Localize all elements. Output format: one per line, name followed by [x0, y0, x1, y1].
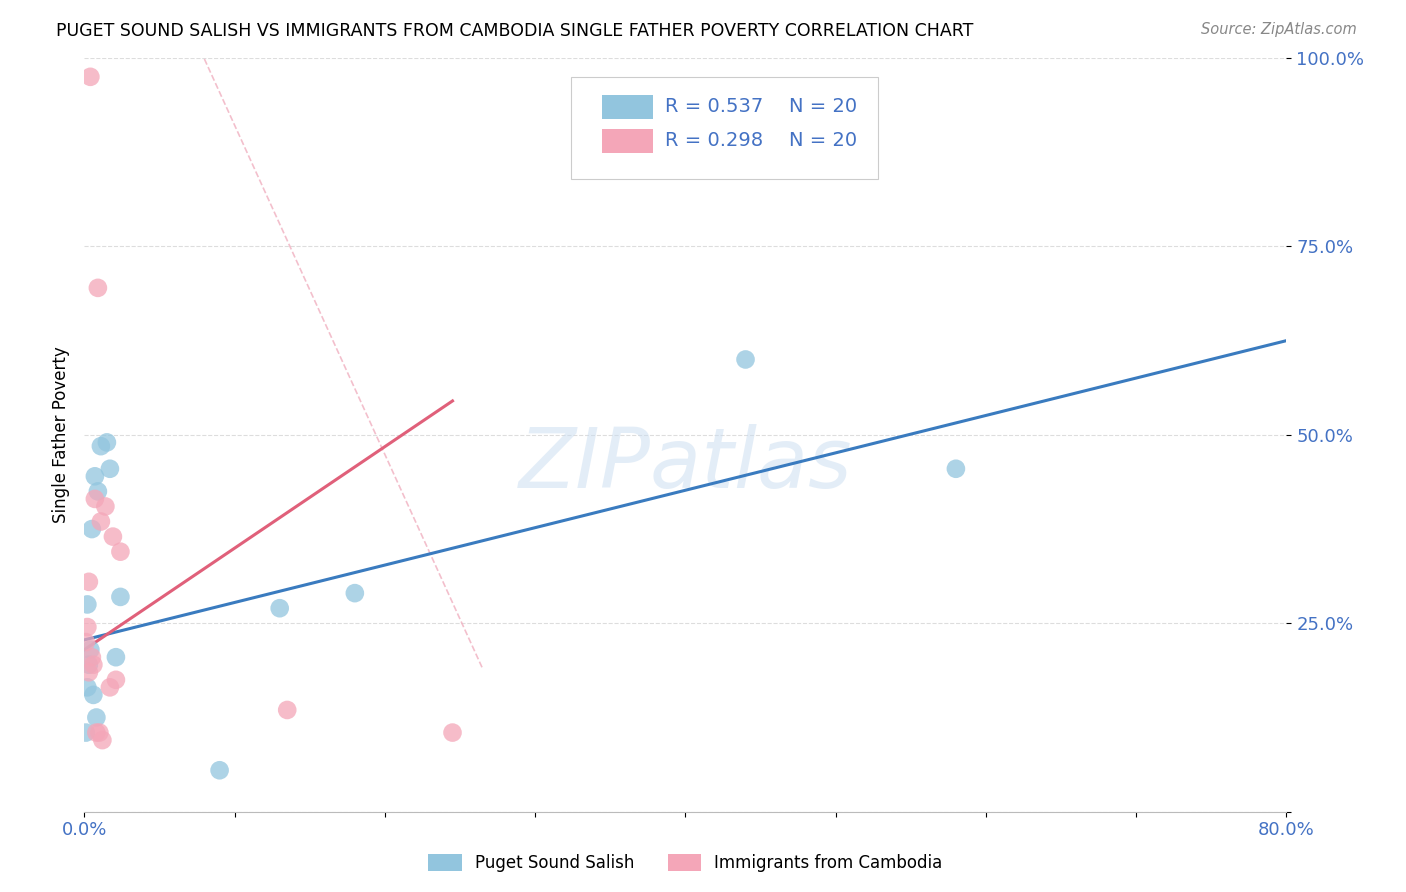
Point — [208, 764, 231, 778]
Point — [90, 515, 112, 529]
Point — [79, 642, 101, 657]
Point — [98, 681, 121, 695]
Point — [101, 530, 124, 544]
Text: N = 20: N = 20 — [789, 97, 856, 117]
Point — [77, 574, 100, 589]
Point — [80, 650, 103, 665]
Point — [96, 435, 118, 450]
Point — [104, 673, 127, 687]
Point — [82, 657, 104, 672]
Point — [83, 469, 105, 483]
Point — [86, 710, 108, 724]
Point — [343, 586, 366, 600]
FancyBboxPatch shape — [603, 128, 652, 153]
Point — [94, 500, 117, 514]
Point — [86, 725, 108, 739]
Text: Source: ZipAtlas.com: Source: ZipAtlas.com — [1201, 22, 1357, 37]
FancyBboxPatch shape — [571, 77, 877, 178]
Point — [80, 522, 103, 536]
Point — [77, 665, 100, 680]
Text: ZIPatlas: ZIPatlas — [519, 425, 852, 506]
Point — [110, 544, 132, 558]
Point — [945, 462, 967, 476]
Point — [76, 681, 98, 695]
Text: R = 0.298: R = 0.298 — [665, 131, 763, 151]
Point — [83, 491, 105, 506]
Point — [77, 657, 100, 672]
Point — [734, 352, 756, 367]
Point — [79, 70, 101, 84]
Point — [441, 725, 464, 739]
Point — [98, 462, 121, 476]
Point — [75, 725, 97, 739]
Point — [75, 635, 97, 649]
Legend: Puget Sound Salish, Immigrants from Cambodia: Puget Sound Salish, Immigrants from Camb… — [422, 847, 949, 879]
Point — [90, 439, 112, 453]
Text: N = 20: N = 20 — [789, 131, 856, 151]
Point — [87, 281, 110, 295]
Text: R = 0.537: R = 0.537 — [665, 97, 763, 117]
Y-axis label: Single Father Poverty: Single Father Poverty — [52, 346, 70, 524]
Point — [89, 725, 111, 739]
Text: PUGET SOUND SALISH VS IMMIGRANTS FROM CAMBODIA SINGLE FATHER POVERTY CORRELATION: PUGET SOUND SALISH VS IMMIGRANTS FROM CA… — [56, 22, 973, 40]
Point — [276, 703, 298, 717]
Point — [82, 688, 104, 702]
FancyBboxPatch shape — [603, 95, 652, 119]
Point — [104, 650, 127, 665]
Point — [91, 733, 114, 747]
Point — [76, 620, 98, 634]
Point — [110, 590, 132, 604]
Point — [87, 484, 110, 499]
Point — [76, 598, 98, 612]
Point — [269, 601, 291, 615]
